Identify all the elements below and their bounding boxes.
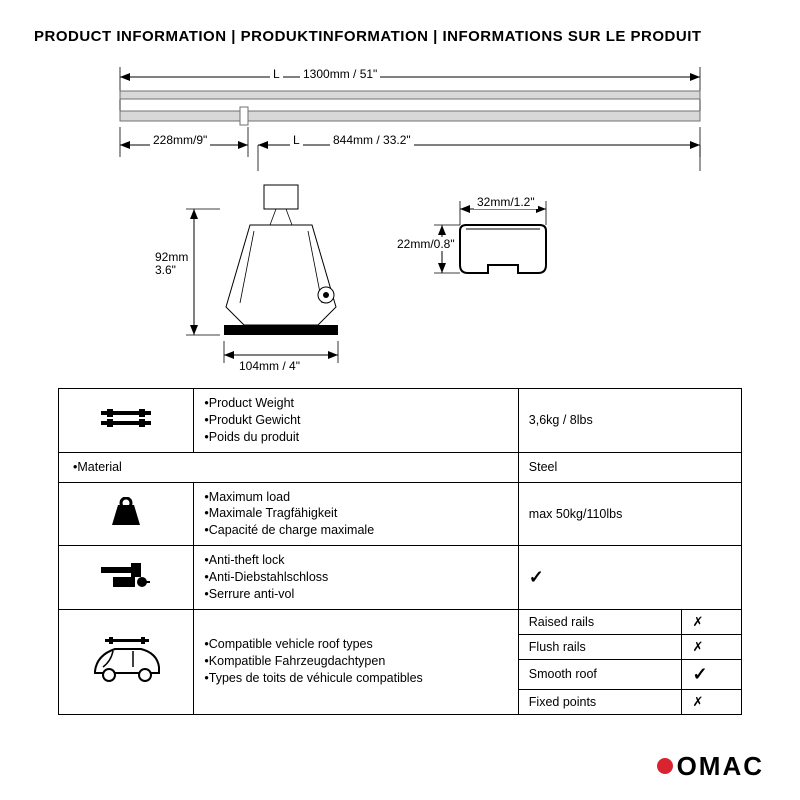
dim-overall-length: 1300mm / 51" <box>300 67 380 81</box>
weight-icon <box>59 482 194 546</box>
value-lock <box>518 546 741 610</box>
dimension-diagram: L 1300mm / 51" 228mm/9" L 844mm / 33.2" … <box>0 45 800 365</box>
dim-foot-width: 104mm / 4" <box>236 359 303 373</box>
value-weight: 3,6kg / 8lbs <box>518 389 741 453</box>
dim-foot-height: 92mm 3.6" <box>152 251 191 277</box>
logo-dot-icon <box>657 758 673 774</box>
row-roof-1: •Compatible vehicle roof types •Kompatib… <box>59 609 742 634</box>
value-material: Steel <box>518 452 741 482</box>
brand-logo: OMAC <box>657 751 764 782</box>
page-title: PRODUCT INFORMATION | PRODUKTINFORMATION… <box>0 0 800 45</box>
row-load: •Maximum load •Maximale Tragfähigkeit •C… <box>59 482 742 546</box>
row-lock: •Anti-theft lock •Anti-Diebstahlschloss … <box>59 546 742 610</box>
lock-icon <box>59 546 194 610</box>
dim-profile-height: 22mm/0.8" <box>394 237 458 251</box>
bars-icon <box>59 389 194 453</box>
dim-offset: 228mm/9" <box>150 133 210 147</box>
spec-table: •Product Weight •Produkt Gewicht •Poids … <box>58 388 742 715</box>
car-icon <box>59 609 194 714</box>
dim-inner-length: 844mm / 33.2" <box>330 133 414 147</box>
value-load: max 50kg/110lbs <box>518 482 741 546</box>
dim-profile-width: 32mm/1.2" <box>474 195 538 209</box>
row-material: •Material Steel <box>59 452 742 482</box>
row-weight: •Product Weight •Produkt Gewicht •Poids … <box>59 389 742 453</box>
